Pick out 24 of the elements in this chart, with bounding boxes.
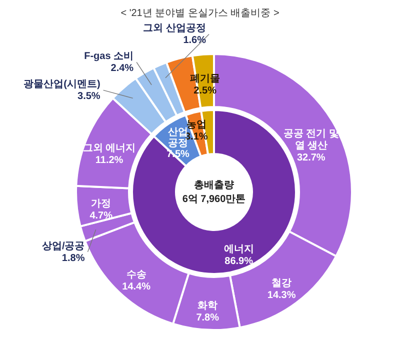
data-label: 86.9% <box>224 256 254 267</box>
data-label: 3.5% <box>78 91 100 102</box>
data-label: 4.7% <box>90 210 113 222</box>
data-label: 2.4% <box>110 63 134 74</box>
data-label: 1.8% <box>62 252 85 264</box>
slice-label: F-gas 소비 <box>84 51 134 62</box>
data-label: 11.2% <box>95 155 124 166</box>
slice-label: 그외 에너지 <box>82 143 136 154</box>
slice-label: 그외 산업공정 <box>143 23 206 34</box>
slice-label: 수송 <box>126 270 146 281</box>
slice-label: 에너지 <box>224 244 254 255</box>
slice-label: 가정 <box>91 198 112 210</box>
chart-title: < '21년 분야별 온실가스 배출비중 > <box>120 8 280 19</box>
text: 총배출량 <box>194 180 234 191</box>
data-label: 14.4% <box>122 282 151 293</box>
data-label: 14.3% <box>267 290 296 302</box>
slice-label: 화학 <box>198 300 218 312</box>
data-label: 7.8% <box>196 312 220 324</box>
text: 6억 7,960만톤 <box>182 194 246 205</box>
slice-label: 철강 <box>272 278 292 290</box>
slice-label: 상업/공공 <box>42 240 85 252</box>
data-label: 1.6% <box>183 35 206 46</box>
data-label: 32.7% <box>296 152 326 164</box>
slice-label: 광물산업(시멘트) <box>24 79 100 90</box>
